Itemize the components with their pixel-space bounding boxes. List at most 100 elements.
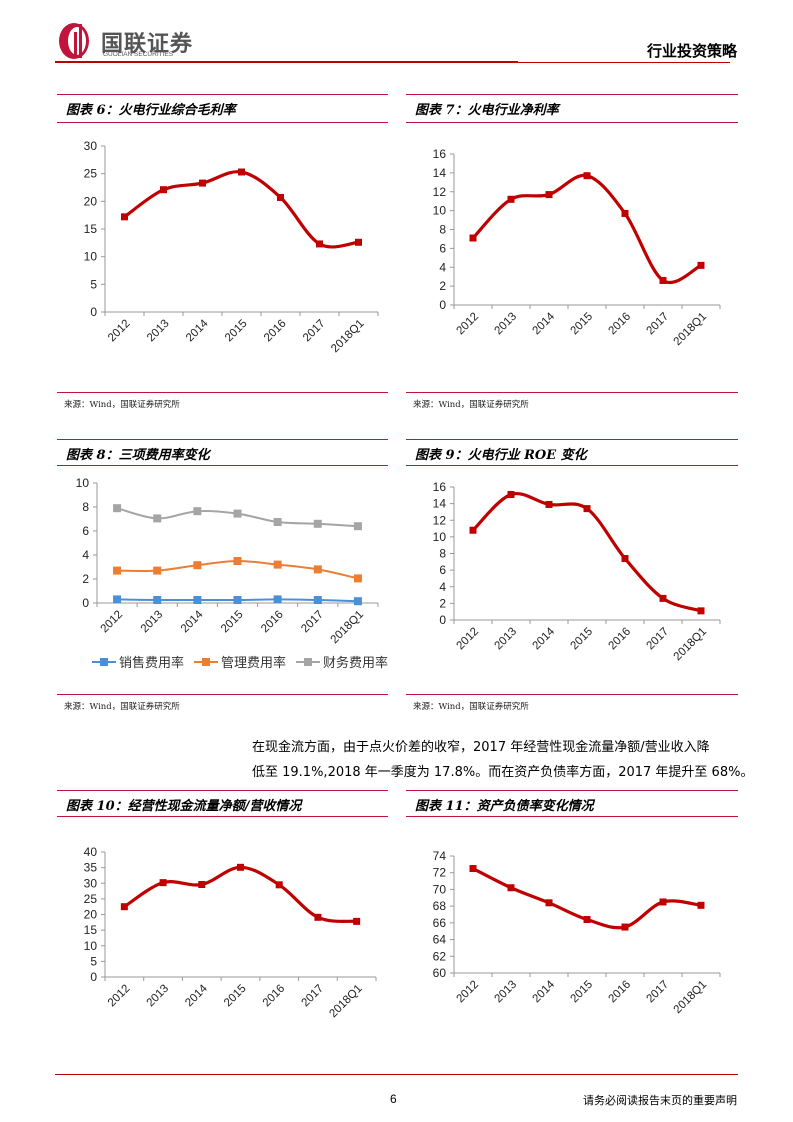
- x-tick-label: 2012: [455, 626, 482, 653]
- y-tick-label: 30: [84, 139, 98, 153]
- x-tick-label: 2013: [493, 979, 520, 1006]
- disclaimer: 请务必阅读报告末页的重要声明: [583, 1094, 737, 1107]
- x-tick-label: 2017: [645, 979, 672, 1006]
- y-tick-label: 10: [76, 476, 90, 490]
- y-tick-label: 0: [90, 970, 97, 984]
- x-tick-label: 2016: [261, 983, 288, 1010]
- x-tick-label: 2014: [179, 608, 206, 635]
- data-point: [198, 881, 206, 888]
- data-point: [313, 565, 322, 574]
- data-point: [355, 238, 362, 246]
- y-tick-label: 5: [90, 277, 97, 291]
- chart8-title: 图表 8：三项费用率变化: [66, 448, 210, 463]
- logo-name: 国联证券: [101, 31, 194, 56]
- y-tick-label: 60: [433, 966, 447, 980]
- x-tick-label: 2017: [299, 983, 326, 1010]
- y-tick-label: 0: [439, 298, 446, 312]
- y-tick-label: 5: [90, 954, 97, 968]
- chart6-title: 图表 6：火电行业综合毛利率: [66, 103, 236, 118]
- y-tick-label: 15: [84, 222, 98, 236]
- data-point: [469, 526, 477, 534]
- paragraph-line-2: 低至 19.1%,2018 年一季度为 17.8%。而在资产负债率方面，2017…: [252, 765, 754, 780]
- section-title: 行业投资策略: [646, 42, 737, 60]
- x-tick-label: 2017: [299, 609, 326, 636]
- chart11-title: 图表 11：资产负债率变化情况: [415, 799, 594, 814]
- x-tick-label: 2013: [145, 318, 172, 345]
- chart6: 0 5 10 15 20 25 30 2012 2013 2014 2015 2016 2017 2018…: [84, 139, 379, 355]
- data-point: [583, 505, 591, 513]
- data-point: [621, 554, 629, 562]
- x-tick-label: 2015: [569, 311, 596, 338]
- chart10-title: 图表 10：经营性现金流量净额/营收情况: [66, 799, 302, 814]
- y-tick-label: 8: [439, 547, 446, 561]
- data-point: [153, 596, 162, 604]
- x-tick-label: 2014: [531, 625, 558, 652]
- data-point: [353, 597, 362, 606]
- data-point: [193, 596, 202, 604]
- chart7: 0 2 4 6 8 10 12 14 16 2012 2013 2014 2015 2016 2017 201…: [433, 147, 721, 348]
- guolian-logo-icon: [59, 23, 89, 59]
- x-tick-label: 2018Q1: [672, 979, 709, 1016]
- y-tick-label: 16: [433, 147, 447, 161]
- y-tick-label: 6: [439, 563, 446, 577]
- x-tick-label: 2012: [106, 318, 133, 345]
- x-tick-label: 2016: [259, 609, 286, 636]
- data-point: [193, 507, 202, 516]
- x-tick-label: 2014: [531, 310, 558, 337]
- legend-marker: [202, 658, 210, 666]
- data-point: [199, 179, 206, 187]
- y-tick-label: 6: [439, 241, 446, 255]
- series-line-0: [471, 173, 702, 284]
- series-line-0: [123, 170, 359, 249]
- y-tick-label: 25: [84, 892, 98, 906]
- x-tick-label: 2012: [99, 609, 126, 636]
- data-point: [659, 898, 667, 906]
- x-tick-label: 2016: [607, 311, 634, 338]
- x-tick-label: 2013: [145, 983, 172, 1010]
- x-tick-label: 2014: [183, 982, 210, 1009]
- data-point: [545, 899, 553, 907]
- data-point: [113, 504, 122, 513]
- legend-label: 销售费用率: [119, 655, 184, 670]
- x-tick-label: 2016: [262, 318, 289, 345]
- data-point: [353, 522, 362, 531]
- data-point: [277, 193, 284, 201]
- data-point: [273, 560, 282, 569]
- x-tick-label: 2013: [493, 626, 520, 653]
- x-tick-label: 2018Q1: [327, 983, 364, 1020]
- chart9: 0 2 4 6 8 10 12 14 16 2012 2013 2014 2015 2016 2017 201…: [433, 480, 721, 663]
- y-tick-label: 62: [433, 949, 447, 963]
- y-tick-label: 10: [433, 204, 447, 218]
- y-tick-label: 66: [433, 916, 447, 930]
- y-tick-label: 15: [84, 923, 98, 937]
- data-point: [233, 557, 242, 565]
- y-tick-label: 6: [82, 524, 89, 538]
- data-point: [545, 500, 553, 508]
- data-point: [238, 168, 245, 176]
- data-point: [153, 566, 162, 575]
- data-point: [273, 518, 282, 526]
- x-tick-label: 2015: [569, 626, 596, 653]
- y-tick-label: 64: [433, 933, 447, 947]
- data-point: [314, 913, 322, 921]
- legend-marker: [100, 658, 108, 666]
- footer-rule: [55, 1074, 738, 1075]
- y-tick-label: 74: [433, 849, 447, 863]
- page-number: 6: [390, 1092, 397, 1106]
- data-point: [469, 234, 477, 242]
- data-point: [160, 186, 167, 194]
- x-tick-label: 2015: [223, 318, 250, 345]
- data-point: [121, 213, 128, 221]
- y-tick-label: 72: [433, 866, 447, 880]
- data-point: [353, 917, 361, 925]
- x-tick-label: 2018Q1: [672, 311, 709, 348]
- x-tick-label: 2017: [301, 318, 328, 345]
- legend-label: 管理费用率: [221, 655, 286, 670]
- data-point: [233, 509, 242, 518]
- x-tick-label: 2014: [184, 317, 211, 344]
- y-tick-label: 25: [84, 167, 98, 181]
- data-point: [621, 209, 629, 217]
- y-tick-label: 10: [84, 939, 98, 953]
